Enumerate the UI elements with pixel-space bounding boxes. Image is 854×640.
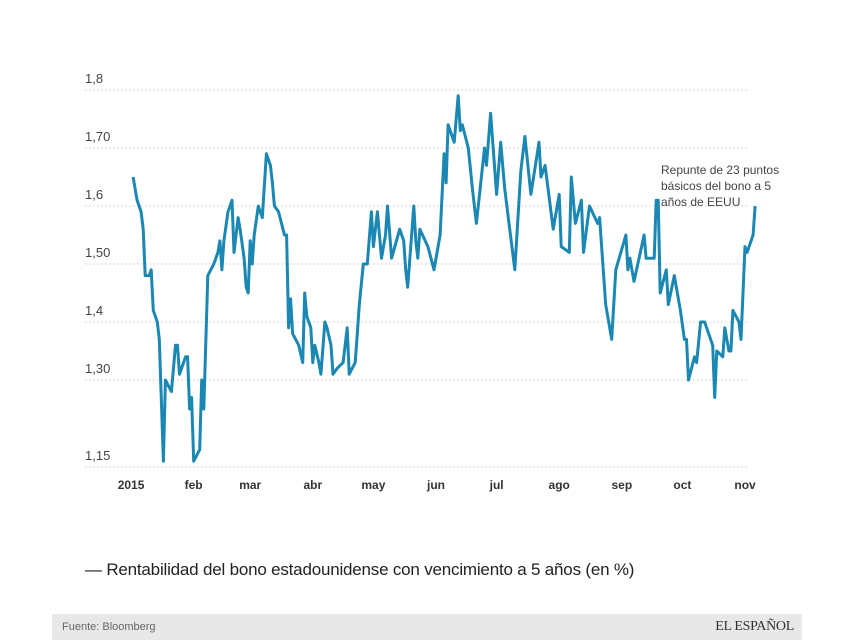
x-tick-label: may (361, 478, 385, 492)
y-tick-label: 1,15 (85, 448, 110, 463)
x-tick-label: ago (549, 478, 570, 492)
chart-annotation: Repunte de 23 puntos básicos del bono a … (661, 162, 791, 210)
x-tick-label: jun (426, 478, 445, 492)
data-points (132, 95, 756, 462)
y-tick-label: 1,6 (85, 187, 103, 202)
y-tick-label: 1,8 (85, 71, 103, 86)
x-tick-label: abr (303, 478, 322, 492)
x-tick-label: mar (239, 478, 261, 492)
y-tick-label: 1,4 (85, 303, 103, 318)
x-tick-label: sep (611, 478, 632, 492)
el-espanol-logo: EL ESPAÑOL (715, 619, 794, 634)
annotation-line: años de EEUU (661, 195, 741, 209)
annotation-line: Repunte de 23 puntos (661, 163, 780, 177)
y-tick-label: 1,30 (85, 361, 110, 376)
series-line-yield (131, 94, 757, 463)
footer-bar: Fuente: Bloomberg EL ESPAÑOL (52, 614, 802, 640)
y-tick-label: 1,50 (85, 245, 110, 260)
gridlines (85, 89, 748, 468)
x-tick-label: feb (185, 478, 203, 492)
y-axis-ticks: 1,8 1,70 1,6 1,50 1,4 1,30 1,15 (85, 71, 110, 463)
x-tick-label: jul (489, 478, 504, 492)
source-text: Fuente: Bloomberg (62, 621, 156, 633)
x-tick-label: nov (734, 478, 756, 492)
x-tick-label: 2015 (118, 478, 145, 492)
x-tick-label: oct (673, 478, 691, 492)
annotation-line: básicos del bono a 5 (661, 179, 772, 193)
legend-series-label: — Rentabilidad del bono estadounidense c… (85, 560, 635, 579)
line-chart: 1,8 1,70 1,6 1,50 1,4 1,30 1,15 2015 feb mar abr m… (85, 71, 757, 492)
y-tick-label: 1,70 (85, 129, 110, 144)
x-axis-ticks: 2015 feb mar abr may jun jul ago sep oct nov (118, 478, 756, 492)
